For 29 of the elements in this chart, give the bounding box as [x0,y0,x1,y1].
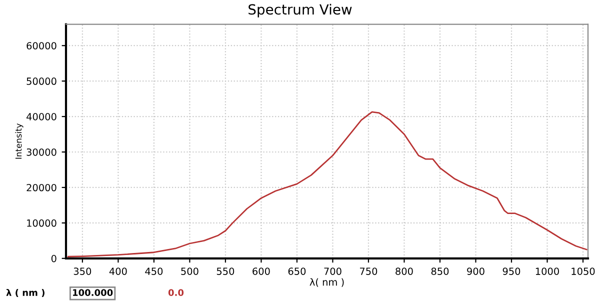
x-tick-label: 350 [74,268,92,275]
x-tick-label: 850 [431,268,449,275]
text: 100.000 [73,289,113,296]
x-tick-label: 650 [288,268,306,275]
text: λ ( nm ) [6,288,44,298]
text: 0.0 [168,289,184,296]
x-tick-label: 1050 [572,268,595,275]
x-tick-label: 1000 [536,268,559,275]
y-tick-label: 50000 [26,78,56,85]
x-tick-label: 450 [145,268,163,275]
x-tick-label: 550 [216,268,234,275]
x-tick-label: 950 [502,268,520,275]
y-axis-title: Intensity [15,123,24,159]
x-tick-label: 800 [396,268,413,275]
x-tick-label: 400 [109,268,127,275]
x-tick-label: 500 [181,268,198,275]
line-series [67,111,588,258]
y-tick-label: 20000 [26,184,56,192]
y-tick-label: 60000 [26,42,56,50]
x-axis-title: λ( nm ) [310,278,344,287]
y-tick-label: 40000 [26,113,56,120]
chart-title: Spectrum View [248,4,352,18]
x-tick-label: 600 [252,268,270,275]
x-tick-label: 750 [360,268,378,275]
y-tick-label: 10000 [27,219,56,227]
y-tick-label: 0 [51,254,56,262]
x-tick-label: 900 [467,268,484,275]
x-tick-label: 700 [324,268,342,275]
y-tick-label: 30000 [26,148,56,156]
